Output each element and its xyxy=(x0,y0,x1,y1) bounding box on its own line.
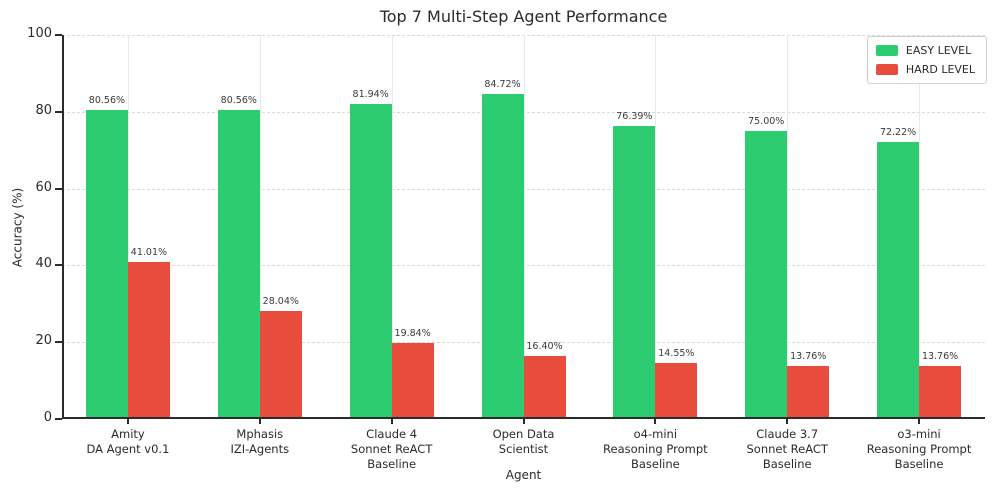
x-axis-tick-label-line: o4-mini xyxy=(633,427,678,441)
y-axis-tick xyxy=(55,187,62,190)
legend-item-easy-level: EASY LEVEL xyxy=(875,44,975,57)
y-axis-tick-label: 0 xyxy=(43,410,52,425)
easy-level-bar xyxy=(217,109,260,419)
x-axis-tick xyxy=(786,419,789,424)
y-axis-tick xyxy=(55,34,62,36)
x-axis-tick-label: Claude 4 Sonnet ReACT Baseline xyxy=(351,427,432,472)
legend-item-hard-level: HARD LEVEL xyxy=(875,63,975,76)
y-axis-tick xyxy=(55,418,62,420)
hard-level-bar xyxy=(127,261,170,419)
vertical-gridline xyxy=(919,35,921,419)
bar-value-label: 84.72% xyxy=(484,78,521,90)
bar-value-label: 76.39% xyxy=(616,110,653,122)
bar-value-label: 80.56% xyxy=(220,94,257,106)
x-axis-tick-label-line: Sonnet ReACT xyxy=(350,441,433,456)
chart-title: Top 7 Multi-Step Agent Performance xyxy=(379,7,668,26)
easy-level-swatch xyxy=(875,45,898,56)
hard-level-bar xyxy=(787,366,830,419)
bar-value-label: 19.84% xyxy=(394,327,431,339)
bar-value-label: 80.56% xyxy=(88,94,126,106)
x-axis-tick xyxy=(654,419,657,424)
legend-label-hard-level: HARD LEVEL xyxy=(905,63,975,76)
x-axis-tick-label-line: Claude 3.7 xyxy=(756,427,819,441)
bar-value-label: 14.55% xyxy=(658,348,695,360)
x-axis-tick-label-line: Baseline xyxy=(630,456,680,471)
x-axis-tick-label: Open Data Scientist xyxy=(493,427,555,457)
y-axis-tick-label: 80 xyxy=(35,102,52,118)
hard-level-bar xyxy=(655,363,698,419)
easy-level-bar xyxy=(877,141,920,419)
bar-value-label: 72.22% xyxy=(879,126,917,138)
easy-level-bar xyxy=(349,104,392,419)
x-axis-tick-label-line: DA Agent v0.1 xyxy=(86,441,170,456)
easy-level-bar xyxy=(85,109,128,419)
x-axis-tick-label-line: Claude 4 xyxy=(366,427,418,441)
x-axis-tick-label-line: Baseline xyxy=(894,456,944,471)
easy-level-bar xyxy=(613,125,656,419)
y-axis-tick xyxy=(55,110,62,113)
y-axis-tick xyxy=(55,264,62,267)
x-axis-tick xyxy=(390,419,393,424)
x-axis-tick-label-line: Scientist xyxy=(498,441,549,456)
x-axis-tick-label: Mphasis IZI-Agents xyxy=(230,427,289,457)
hard-level-bar xyxy=(259,311,302,419)
hard-level-bar xyxy=(523,356,566,419)
x-axis-tick-label-line: IZI-Agents xyxy=(230,441,290,456)
x-axis-tick-label-line: Reasoning Prompt xyxy=(866,441,972,456)
bar-value-label: 16.40% xyxy=(526,341,563,353)
x-axis-tick xyxy=(126,419,129,424)
bar-value-label: 28.04% xyxy=(262,296,299,308)
bar-value-label: 41.01% xyxy=(130,246,168,258)
vertical-gridline xyxy=(259,35,261,419)
easy-level-bar xyxy=(745,131,788,419)
x-axis-tick-label-line: Baseline xyxy=(762,456,812,471)
x-axis-tick xyxy=(258,419,261,424)
x-axis-tick-label: o4-mini Reasoning Prompt Baseline xyxy=(603,427,708,472)
vertical-gridline xyxy=(391,35,393,419)
hard-level-bar xyxy=(919,366,962,419)
x-axis-tick-label-line: Mphasis xyxy=(236,427,284,441)
legend: EASY LEVEL HARD LEVEL xyxy=(866,36,987,84)
x-axis-tick xyxy=(918,419,921,424)
x-axis-tick-label: Claude 3.7 Sonnet ReACT Baseline xyxy=(746,427,827,472)
x-axis-tick xyxy=(522,419,525,424)
y-axis-tick xyxy=(55,341,62,344)
x-axis-tick-label-line: o3-mini xyxy=(897,427,941,441)
hard-level-swatch xyxy=(875,64,898,75)
bar-value-label: 81.94% xyxy=(352,89,389,101)
x-axis-tick-label: o3-mini Reasoning Prompt Baseline xyxy=(867,427,972,472)
x-axis-tick-label-line: Baseline xyxy=(367,456,417,471)
y-axis-tick-label: 40 xyxy=(35,256,52,272)
easy-level-bar xyxy=(481,93,524,419)
vertical-gridline xyxy=(787,35,789,419)
y-axis-tick-label: 60 xyxy=(35,179,52,195)
vertical-gridline xyxy=(127,35,129,419)
bar-value-label: 13.76% xyxy=(921,351,959,363)
hard-level-bar xyxy=(391,342,434,419)
vertical-gridline xyxy=(523,35,525,419)
x-axis-label: Agent xyxy=(505,468,542,482)
bar-value-label: 75.00% xyxy=(748,116,785,127)
vertical-gridline xyxy=(655,35,657,419)
bar-value-label: 13.76% xyxy=(790,351,827,363)
x-axis-tick-label-line: Amity xyxy=(111,427,145,441)
legend-label-easy-level: EASY LEVEL xyxy=(905,44,972,57)
x-axis-tick-label-line: Sonnet ReACT xyxy=(746,441,828,456)
x-axis-tick-label-line: Reasoning Prompt xyxy=(603,441,708,456)
x-axis-tick-label: Amity DA Agent v0.1 xyxy=(86,427,169,457)
x-axis-tick-label-line: Open Data xyxy=(492,427,555,441)
y-axis-tick-label: 20 xyxy=(35,333,52,349)
y-axis-tick-label: 100 xyxy=(27,26,52,41)
